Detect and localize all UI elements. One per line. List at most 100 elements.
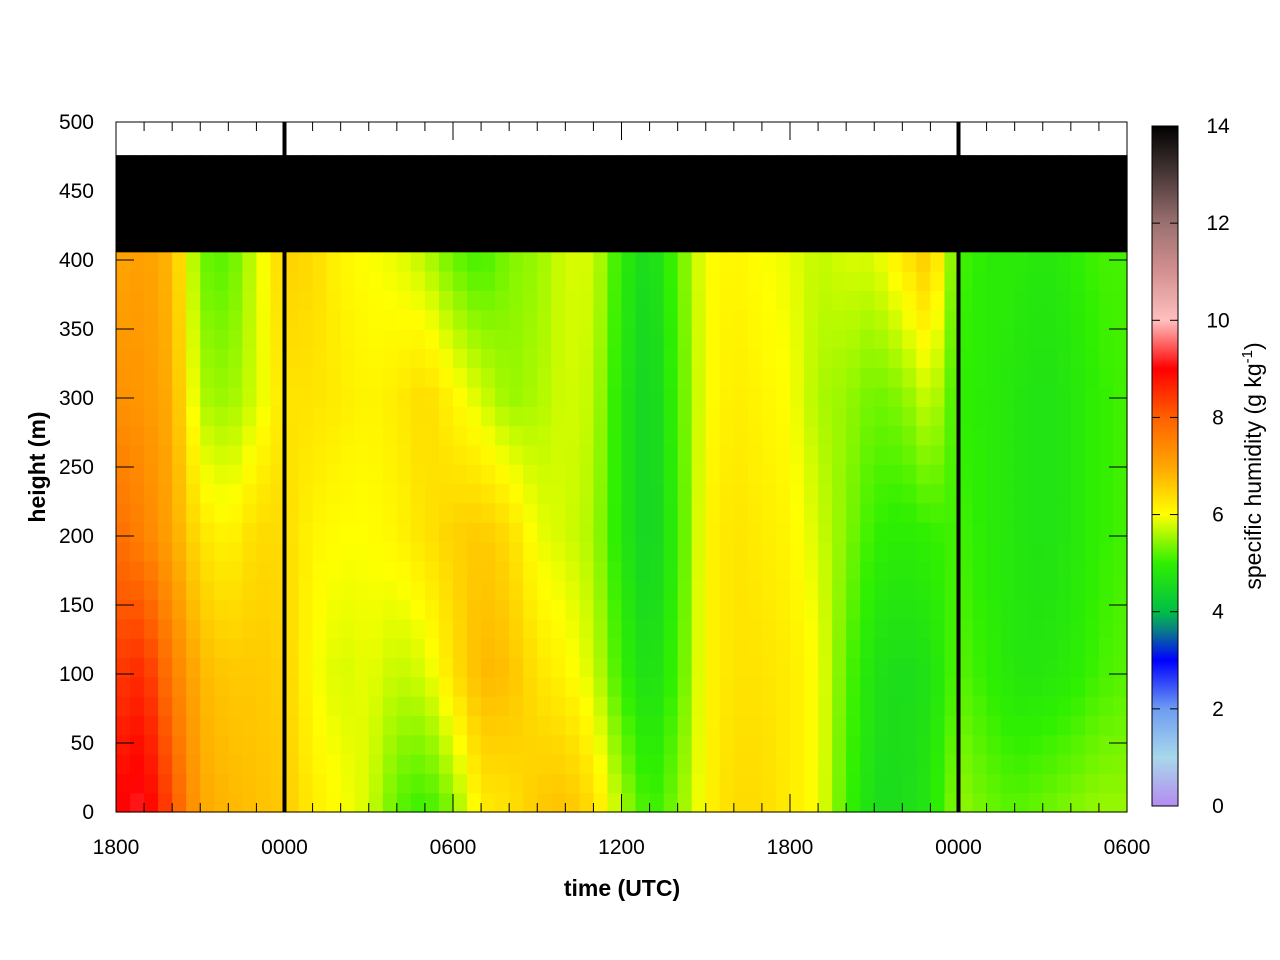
heatmap-cell: [116, 502, 131, 523]
heatmap-cell: [649, 696, 665, 716]
heatmap-cell: [228, 638, 243, 659]
heatmap-cell: [396, 155, 412, 176]
heatmap-cell: [200, 251, 215, 272]
heatmap-cell: [551, 174, 566, 195]
heatmap-cell: [1112, 348, 1128, 369]
heatmap-cell: [916, 599, 932, 620]
heatmap-cell: [832, 367, 847, 388]
heatmap-cell: [312, 560, 328, 581]
heatmap-cell: [860, 599, 875, 620]
heatmap-cell: [972, 502, 988, 523]
heatmap-cell: [607, 676, 623, 697]
heatmap-cell: [860, 676, 875, 697]
heatmap-cell: [354, 329, 370, 349]
heatmap-cell: [382, 155, 398, 176]
heatmap-cell: [298, 696, 314, 716]
heatmap-cell: [607, 348, 623, 369]
heatmap-cell: [130, 618, 145, 639]
colorbar-tick-label: 14: [1206, 115, 1230, 138]
heatmap-cell: [818, 618, 833, 639]
heatmap-cell: [705, 638, 721, 659]
heatmap-cell: [958, 715, 974, 736]
heatmap-cell: [775, 425, 791, 446]
heatmap-cell: [747, 386, 763, 407]
heatmap-cell: [551, 251, 566, 272]
heatmap-cell: [242, 386, 258, 407]
heatmap-cell: [916, 734, 932, 755]
heatmap-cell: [846, 541, 861, 562]
heatmap-cell: [916, 155, 932, 176]
heatmap-cell: [621, 676, 637, 697]
heatmap-cell: [186, 754, 201, 774]
heatmap-cell: [340, 174, 356, 195]
heatmap-cell: [747, 618, 763, 639]
heatmap-cell: [579, 367, 595, 388]
heatmap-cell: [930, 464, 946, 485]
heatmap-cell: [775, 580, 791, 601]
heatmap-cell: [1084, 155, 1100, 176]
heatmap-cell: [930, 560, 946, 581]
heatmap-cell: [467, 386, 482, 407]
heatmap-cell: [1028, 271, 1044, 291]
heatmap-cell: [242, 502, 258, 523]
heatmap-cell: [944, 657, 960, 678]
heatmap-cell: [467, 193, 482, 214]
heatmap-cell: [172, 213, 187, 233]
heatmap-cell: [846, 425, 861, 446]
heatmap-cell: [1098, 773, 1114, 794]
heatmap-cell: [1098, 522, 1114, 543]
heatmap-cell: [354, 522, 370, 543]
colorbar-title: specific humidity (g kg-1): [1239, 342, 1266, 589]
heatmap-cell: [579, 213, 595, 233]
heatmap-cell: [733, 309, 749, 330]
heatmap-cell: [214, 734, 229, 755]
heatmap-cell: [495, 193, 510, 214]
heatmap-cell: [621, 657, 637, 678]
heatmap-cell: [846, 715, 861, 736]
heatmap-cell: [1042, 541, 1058, 562]
heatmap-cell: [944, 734, 960, 755]
heatmap-cell: [270, 193, 286, 214]
heatmap-cell: [382, 599, 398, 620]
heatmap-cell: [761, 676, 777, 697]
heatmap-cell: [775, 734, 791, 755]
heatmap-cell: [607, 599, 623, 620]
heatmap-cell: [930, 386, 946, 407]
heatmap-cell: [775, 560, 791, 581]
heatmap-cell: [116, 696, 131, 716]
heatmap-cell: [874, 425, 889, 446]
heatmap-cell: [1112, 599, 1128, 620]
heatmap-cell: [1112, 638, 1128, 659]
y-tick-label: 400: [59, 249, 94, 272]
heatmap-cell: [1084, 676, 1100, 697]
heatmap-cell: [509, 251, 524, 272]
heatmap-cell: [621, 348, 637, 369]
heatmap-cell: [1084, 522, 1100, 543]
heatmap-cell: [593, 522, 609, 543]
heatmap-cell: [495, 734, 510, 755]
heatmap-cell: [1000, 155, 1016, 176]
heatmap-cell: [382, 406, 398, 427]
heatmap-cell: [621, 232, 637, 253]
heatmap-cell: [172, 386, 187, 407]
heatmap-cell: [719, 309, 735, 330]
heatmap-cell: [340, 232, 356, 253]
heatmap-cell: [649, 155, 665, 176]
heatmap-cell: [130, 348, 145, 369]
heatmap-cell: [1014, 348, 1030, 369]
heatmap-cell: [747, 599, 763, 620]
heatmap-cell: [354, 213, 370, 233]
heatmap-cell: [930, 715, 946, 736]
heatmap-cell: [1098, 580, 1114, 601]
heatmap-cell: [214, 232, 229, 253]
heatmap-cell: [326, 464, 342, 485]
heatmap-cell: [551, 792, 566, 813]
heatmap-cell: [242, 599, 258, 620]
heatmap-cell: [832, 502, 847, 523]
heatmap-cell: [747, 251, 763, 272]
heatmap-cell: [986, 155, 1002, 176]
heatmap-cell: [1000, 271, 1016, 291]
heatmap-cell: [916, 290, 932, 311]
heatmap-cell: [172, 754, 187, 774]
